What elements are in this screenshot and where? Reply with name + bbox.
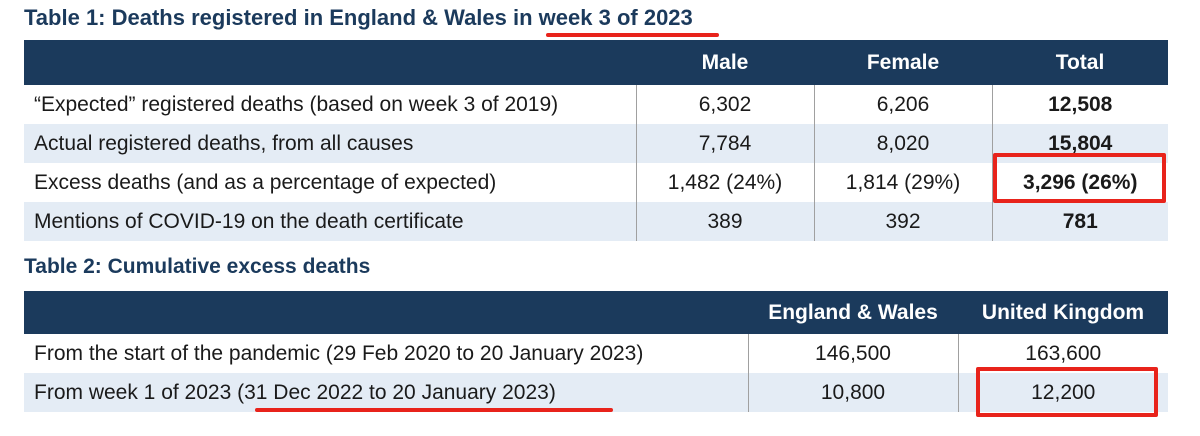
table1-header-male: Male [636,40,814,85]
table2-header-label [24,291,748,334]
female-value: 1,814 (29%) [813,163,992,202]
total-value: 781 [991,202,1168,241]
table1-header-total: Total [992,40,1168,85]
table-row: Excess deaths (and as a percentage of ex… [24,163,1168,202]
table2-header-row: England & Wales United Kingdom [24,291,1168,334]
table-row: Actual registered deaths, from all cause… [24,124,1168,163]
row-label-highlight: (31 Dec 2022 to 20 January 2023) [237,380,556,404]
row-label-text: From the start of the pandemic (29 Feb 2… [34,341,644,365]
table-row: From week 1 of 2023 (31 Dec 2022 to 20 J… [24,373,1168,412]
male-value: 6,302 [635,85,814,124]
row-label: From the start of the pandemic (29 Feb 2… [24,334,748,373]
table-row: Mentions of COVID-19 on the death certif… [24,202,1168,241]
excess-total-red-box [993,153,1166,203]
table1-header-row: Male Female Total [24,40,1168,85]
date-range-red-underline [255,408,613,412]
title-red-underline [546,33,719,37]
female-value: 6,206 [813,85,992,124]
table1-title: Table 1: Deaths registered in England & … [24,5,693,31]
female-value: 392 [813,202,992,241]
female-value: 8,020 [813,124,992,163]
total-value: 3,296 (26%) [991,163,1168,202]
table2-header-ew: England & Wales [748,291,958,334]
male-value: 389 [635,202,814,241]
row-label: Actual registered deaths, from all cause… [24,124,636,163]
uk-week1-red-box [976,367,1158,417]
uk-value: 163,600 [957,334,1168,373]
male-value: 1,482 (24%) [635,163,814,202]
table1-deaths: Male Female Total “Expected” registered … [24,40,1168,241]
row-label: From week 1 of 2023 (31 Dec 2022 to 20 J… [24,373,748,412]
row-label: Excess deaths (and as a percentage of ex… [24,163,636,202]
ew-value: 10,800 [747,373,958,412]
male-value: 7,784 [635,124,814,163]
table2-cumulative: England & Wales United Kingdom From the … [24,291,1168,412]
total-value: 12,508 [991,85,1168,124]
row-label: “Expected” registered deaths (based on w… [24,85,636,124]
table-row: From the start of the pandemic (29 Feb 2… [24,334,1168,373]
table-row: “Expected” registered deaths (based on w… [24,85,1168,124]
table1-title-highlight: week 3 of 2023 [538,5,693,30]
uk-value: 12,200 [957,373,1168,412]
ew-value: 146,500 [747,334,958,373]
table1-title-prefix: Table 1: Deaths registered in England & … [24,5,539,30]
table2-header-uk: United Kingdom [958,291,1168,334]
row-label: Mentions of COVID-19 on the death certif… [24,202,636,241]
table1-header-female: Female [814,40,992,85]
table2-title: Table 2: Cumulative excess deaths [24,255,371,278]
table1-header-label [24,40,636,85]
row-label-text: From week 1 of 2023 [34,380,238,404]
